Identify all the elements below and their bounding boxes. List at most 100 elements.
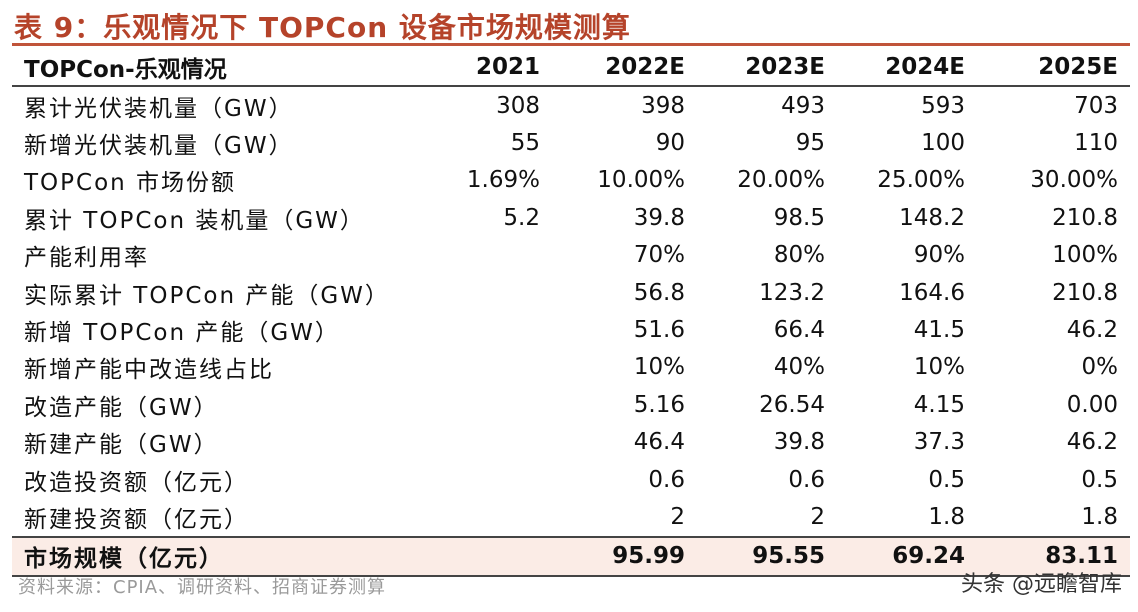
table-cell: 0.6	[788, 466, 825, 493]
table-cell: 90%	[913, 242, 965, 269]
table-cell: 51.6	[633, 317, 685, 344]
table-cell: 95.55	[697, 535, 837, 578]
source-note: 资料来源：CPIA、调研资料、招商证券测算	[18, 577, 387, 598]
table-cell: 39.8	[773, 429, 825, 456]
row-label: 累计光伏装机量（GW）	[24, 95, 294, 122]
table-row: 累计光伏装机量（GW） 308 398 493 593 703	[12, 86, 1130, 124]
table-row: 新建投资额（亿元） 2 2 1.8 1.8	[12, 498, 1130, 536]
header-scenario: TOPCon-乐观情况	[12, 48, 432, 87]
header-2021: 2021	[432, 48, 552, 87]
row-label: 新增光伏装机量（GW）	[24, 133, 294, 160]
table-cell: 2	[670, 503, 685, 530]
table-cell: 398	[641, 92, 685, 119]
watermark: 头条 @远瞻智库	[961, 572, 1122, 597]
table-cell: 0%	[1081, 354, 1119, 381]
table-cell	[432, 274, 552, 311]
table-cell: 148.2	[899, 204, 965, 231]
table-row: 改造产能（GW） 5.16 26.54 4.15 0.00	[12, 386, 1130, 423]
table-cell: 210.8	[1052, 279, 1118, 306]
table-cell: 703	[1074, 92, 1118, 119]
table-row: 改造投资额（亿元） 0.6 0.6 0.5 0.5	[12, 461, 1130, 498]
table-cell: 123.2	[759, 279, 825, 306]
row-label: 产能利用率	[24, 245, 149, 272]
table-cell	[432, 311, 552, 348]
row-label: 实际累计 TOPCon 产能（GW）	[24, 282, 390, 309]
table-row: TOPCon 市场份额 1.69% 10.00% 20.00% 25.00% 30.00%	[12, 162, 1130, 199]
table-body: 累计光伏装机量（GW） 308 398 493 593 703 新增光伏装机量（GW） 55 9…	[12, 86, 1130, 537]
table-row: 累计 TOPCon 装机量（GW） 5.2 39.8 98.5 148.2 210.8	[12, 199, 1130, 236]
table-cell: 164.6	[899, 279, 965, 306]
table-cell: 41.5	[913, 317, 965, 344]
table-cell	[432, 349, 552, 386]
table-cell: 1.8	[928, 503, 965, 530]
row-label: 改造产能（GW）	[24, 394, 219, 421]
table-cell: 0.00	[1066, 391, 1118, 418]
table-cell	[432, 424, 552, 461]
table-row: 新建产能（GW） 46.4 39.8 37.3 46.2	[12, 424, 1130, 461]
table-cell: 25.00%	[877, 167, 965, 194]
table-title: 表 9：乐观情况下 TOPCon 设备市场规模测算	[14, 11, 631, 44]
table-cell: 5.2	[503, 204, 540, 231]
header-2023e: 2023E	[697, 48, 837, 87]
table-cell: 46.2	[1066, 317, 1118, 344]
table-cell: 0.5	[1081, 466, 1118, 493]
table-cell: 2	[810, 503, 825, 530]
table-cell: 10%	[913, 354, 965, 381]
row-label: 新建投资额（亿元）	[24, 506, 249, 533]
table-cell: 83.11	[977, 535, 1130, 578]
table-cell: 4.15	[913, 391, 965, 418]
total-label: 市场规模（亿元）	[12, 535, 432, 578]
table-cell: 39.8	[633, 204, 685, 231]
header-2024e: 2024E	[837, 48, 977, 87]
table-cell: 70%	[633, 242, 685, 269]
table-cell: 5.16	[633, 391, 685, 418]
header-2025e: 2025E	[977, 48, 1130, 87]
table-cell	[432, 498, 552, 536]
table-row: 新增 TOPCon 产能（GW） 51.6 66.4 41.5 46.2	[12, 311, 1130, 348]
table-row: 新增光伏装机量（GW） 55 90 95 100 110	[12, 124, 1130, 161]
table-row: 新增产能中改造线占比 10% 40% 10% 0%	[12, 349, 1130, 386]
table-cell: 80%	[773, 242, 825, 269]
table-cell: 95	[795, 130, 825, 157]
table-cell: 20.00%	[737, 167, 825, 194]
header-row: TOPCon-乐观情况 2021 2022E 2023E 2024E 2025E	[12, 48, 1130, 87]
table-cell	[432, 237, 552, 274]
table-cell: 56.8	[633, 279, 685, 306]
table-cell: 0.6	[648, 466, 685, 493]
table-cell: 46.4	[633, 429, 685, 456]
table-cell: 493	[781, 92, 825, 119]
row-label: 新增 TOPCon 产能（GW）	[24, 320, 340, 347]
table-cell	[432, 461, 552, 498]
table-cell: 100	[921, 130, 965, 157]
table-cell: 40%	[773, 354, 825, 381]
table-cell	[432, 535, 552, 578]
table-cell	[432, 386, 552, 423]
table-cell: 98.5	[773, 204, 825, 231]
table-cell: 110	[1074, 130, 1118, 157]
table-cell: 10%	[633, 354, 685, 381]
table-cell: 593	[921, 92, 965, 119]
total-row: 市场规模（亿元） 95.99 95.55 69.24 83.11	[12, 535, 1130, 578]
table-cell: 1.69%	[466, 167, 540, 194]
table-cell: 1.8	[1081, 503, 1118, 530]
table-cell: 26.54	[759, 391, 825, 418]
table-cell: 0.5	[928, 466, 965, 493]
table-cell: 46.2	[1066, 429, 1118, 456]
table-cell: 69.24	[837, 535, 977, 578]
table-cell: 10.00%	[597, 167, 685, 194]
row-label: TOPCon 市场份额	[24, 170, 237, 197]
row-label: 新建产能（GW）	[24, 432, 219, 459]
row-label: 新增产能中改造线占比	[24, 357, 274, 384]
table-cell: 100%	[1052, 242, 1118, 269]
table-cell: 90	[655, 130, 685, 157]
table-cell: 95.99	[552, 535, 697, 578]
title-rule	[12, 43, 1130, 46]
table-cell: 30.00%	[1030, 167, 1118, 194]
row-label: 改造投资额（亿元）	[24, 469, 249, 496]
table-cell: 37.3	[913, 429, 965, 456]
table-row: 产能利用率 70% 80% 90% 100%	[12, 237, 1130, 274]
row-label: 累计 TOPCon 装机量（GW）	[24, 207, 365, 234]
table-cell: 210.8	[1052, 204, 1118, 231]
table-cell: 308	[496, 92, 540, 119]
market-size-table: TOPCon-乐观情况 2021 2022E 2023E 2024E 2025E…	[12, 48, 1130, 578]
